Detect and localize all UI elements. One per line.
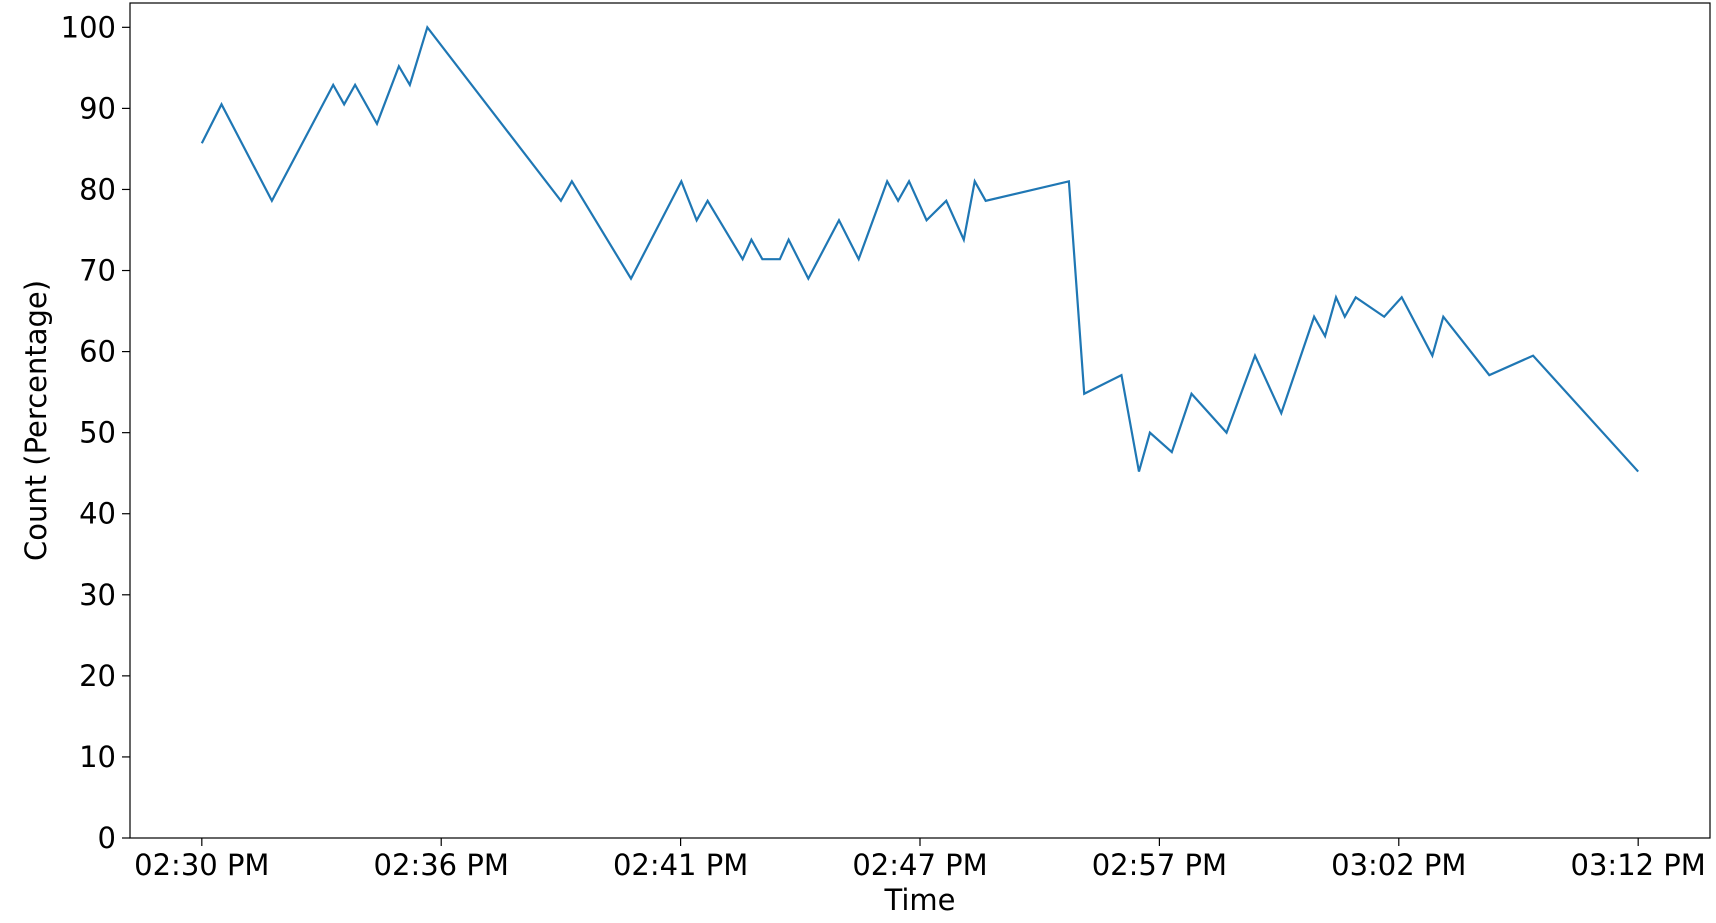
y-tick-label-40: 40 xyxy=(79,497,116,531)
plot-frame xyxy=(129,2,1711,839)
x-tick-label-1: 02:36 PM xyxy=(374,848,509,882)
y-tick-label-30: 30 xyxy=(79,578,116,612)
x-tick-label-6: 03:12 PM xyxy=(1571,848,1706,882)
y-tick-label-80: 80 xyxy=(79,172,116,206)
y-tick-label-0: 0 xyxy=(98,821,116,855)
x-tick-label-0: 02:30 PM xyxy=(134,848,269,882)
y-tick-label-10: 10 xyxy=(79,740,116,774)
y-tick-label-70: 70 xyxy=(79,254,116,288)
x-axis-title: Time xyxy=(884,883,956,917)
y-tick-label-100: 100 xyxy=(61,10,116,44)
y-tick-label-20: 20 xyxy=(79,659,116,693)
y-axis-title: Count (Percentage) xyxy=(19,280,53,561)
y-tick-label-90: 90 xyxy=(79,91,116,125)
x-tick-label-3: 02:47 PM xyxy=(852,848,987,882)
x-tick-label-4: 02:57 PM xyxy=(1092,848,1227,882)
y-tick-label-50: 50 xyxy=(79,416,116,450)
plot-area xyxy=(200,24,1639,473)
y-tick-label-60: 60 xyxy=(79,335,116,369)
x-tick-label-2: 02:41 PM xyxy=(613,848,748,882)
x-tick-label-5: 03:02 PM xyxy=(1331,848,1466,882)
axes: 0 10 20 30 40 50 60 70 80 90 100 02:30 PM 02:36 PM 02… xyxy=(61,2,1711,882)
series-line-0 xyxy=(200,24,1639,473)
